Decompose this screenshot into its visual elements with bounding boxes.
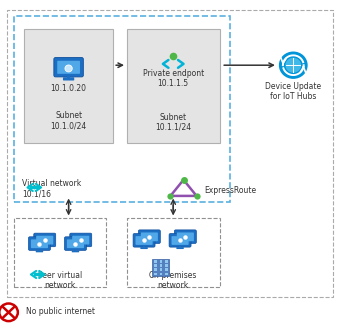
FancyBboxPatch shape	[72, 250, 79, 252]
FancyBboxPatch shape	[72, 236, 89, 244]
Text: Private endpont
10.1.1.5: Private endpont 10.1.1.5	[143, 68, 204, 88]
FancyBboxPatch shape	[38, 249, 40, 251]
FancyBboxPatch shape	[176, 247, 184, 249]
FancyBboxPatch shape	[36, 250, 43, 252]
FancyBboxPatch shape	[152, 259, 169, 276]
FancyBboxPatch shape	[77, 247, 84, 249]
FancyBboxPatch shape	[169, 233, 191, 247]
FancyBboxPatch shape	[174, 230, 196, 244]
FancyBboxPatch shape	[70, 233, 92, 247]
FancyBboxPatch shape	[127, 29, 220, 143]
FancyBboxPatch shape	[165, 268, 167, 271]
FancyBboxPatch shape	[133, 233, 155, 247]
FancyBboxPatch shape	[67, 75, 70, 78]
FancyBboxPatch shape	[54, 57, 83, 77]
FancyBboxPatch shape	[149, 242, 150, 244]
FancyBboxPatch shape	[165, 260, 167, 263]
FancyBboxPatch shape	[80, 245, 82, 247]
FancyBboxPatch shape	[140, 247, 148, 249]
FancyBboxPatch shape	[154, 264, 157, 267]
FancyBboxPatch shape	[159, 273, 162, 275]
FancyBboxPatch shape	[57, 61, 80, 74]
FancyBboxPatch shape	[146, 244, 153, 245]
FancyBboxPatch shape	[74, 249, 76, 251]
FancyBboxPatch shape	[44, 245, 46, 247]
Circle shape	[279, 52, 308, 79]
FancyBboxPatch shape	[31, 239, 48, 248]
FancyBboxPatch shape	[64, 237, 86, 250]
FancyBboxPatch shape	[28, 237, 50, 250]
Text: On-premises
network: On-premises network	[149, 271, 198, 290]
FancyBboxPatch shape	[154, 260, 157, 263]
FancyBboxPatch shape	[172, 236, 189, 245]
Circle shape	[0, 304, 18, 321]
FancyBboxPatch shape	[154, 268, 157, 271]
Text: No public internet: No public internet	[26, 307, 95, 316]
FancyBboxPatch shape	[177, 232, 194, 241]
FancyBboxPatch shape	[159, 264, 162, 267]
Text: Subnet
10.1.0/24: Subnet 10.1.0/24	[50, 111, 87, 130]
FancyBboxPatch shape	[34, 233, 56, 247]
FancyBboxPatch shape	[165, 264, 167, 267]
Text: Virtual network
10.1/16: Virtual network 10.1/16	[22, 179, 82, 199]
Text: Device Update
for IoT Hubs: Device Update for IoT Hubs	[265, 82, 321, 101]
FancyBboxPatch shape	[41, 247, 48, 249]
FancyBboxPatch shape	[36, 236, 53, 244]
FancyBboxPatch shape	[159, 268, 162, 271]
Circle shape	[65, 65, 72, 72]
FancyBboxPatch shape	[179, 246, 181, 247]
Text: 10.1.0.20: 10.1.0.20	[51, 83, 86, 93]
FancyBboxPatch shape	[165, 273, 167, 275]
FancyBboxPatch shape	[159, 260, 162, 263]
Text: Peer virtual
network: Peer virtual network	[38, 271, 82, 290]
Circle shape	[285, 58, 301, 73]
FancyBboxPatch shape	[143, 246, 145, 247]
FancyBboxPatch shape	[185, 242, 186, 244]
FancyBboxPatch shape	[67, 239, 84, 248]
Text: Subnet
10.1.1/24: Subnet 10.1.1/24	[155, 112, 191, 132]
FancyBboxPatch shape	[154, 273, 157, 275]
FancyBboxPatch shape	[141, 232, 158, 241]
FancyBboxPatch shape	[63, 77, 74, 81]
FancyBboxPatch shape	[135, 236, 153, 245]
FancyBboxPatch shape	[182, 244, 189, 245]
FancyBboxPatch shape	[138, 230, 160, 244]
FancyBboxPatch shape	[24, 29, 113, 143]
Text: ExpressRoute: ExpressRoute	[204, 186, 256, 195]
